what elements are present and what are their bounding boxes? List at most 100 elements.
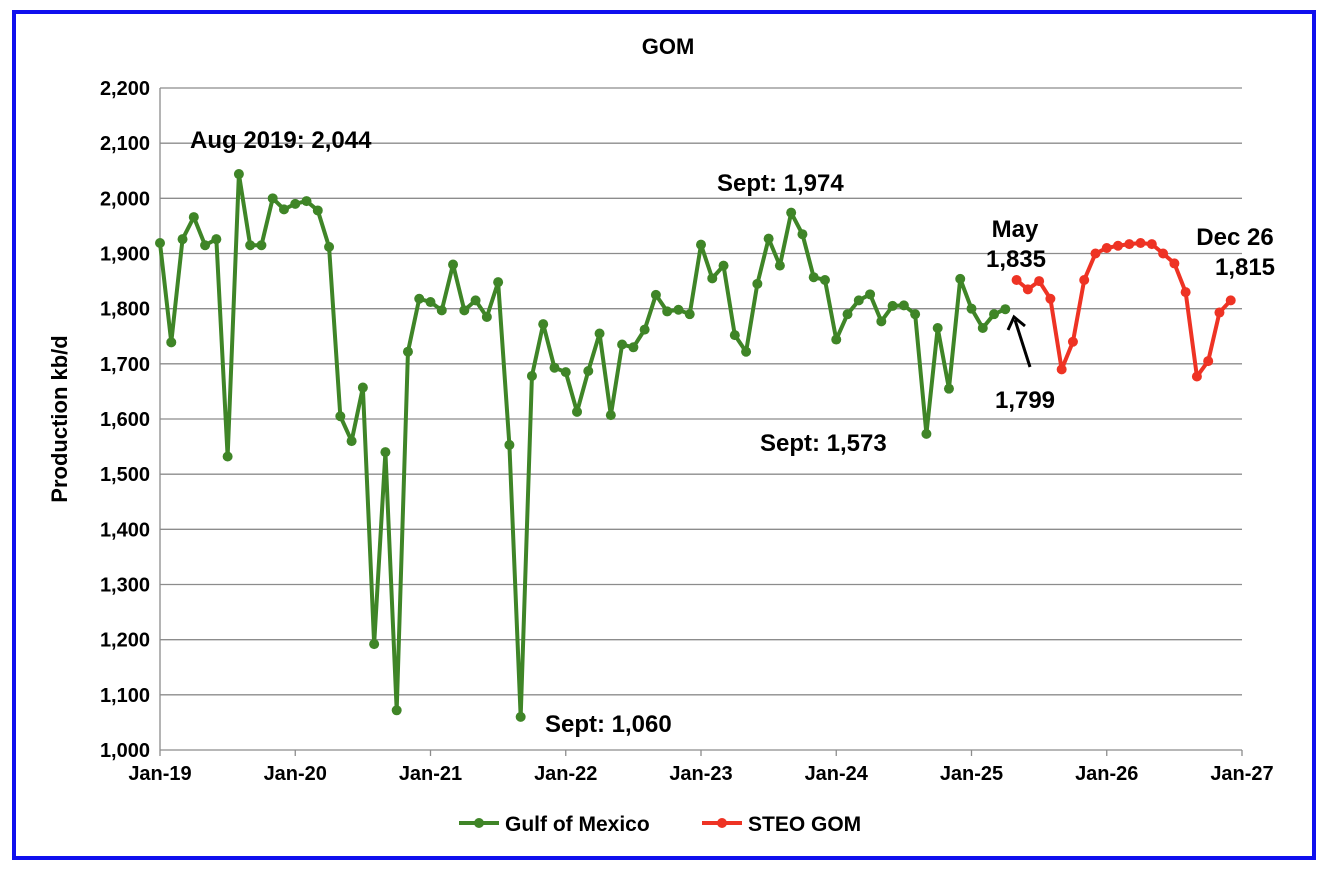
annotation-1835: 1,835	[986, 246, 1046, 273]
data-point-gulf-of-mexico	[278, 204, 289, 215]
data-point-gulf-of-mexico	[932, 322, 943, 333]
arrow-1799	[1006, 314, 1032, 368]
legend-gulf-of-mexico: Gulf of Mexico	[505, 813, 650, 836]
data-point-gulf-of-mexico	[526, 370, 537, 381]
data-point-gulf-of-mexico	[910, 309, 921, 320]
data-point-steo-gom	[1135, 238, 1146, 249]
data-point-gulf-of-mexico	[425, 297, 436, 308]
chart-border	[12, 10, 1316, 860]
annotation-sept-1573: Sept: 1,573	[760, 430, 887, 457]
data-point-gulf-of-mexico	[650, 289, 661, 300]
y-tick-label: 1,500	[100, 464, 150, 486]
annotation-dec-26: Dec 26	[1196, 224, 1273, 251]
y-tick-label: 2,000	[100, 188, 150, 210]
annotation-aug-2019: Aug 2019: 2,044	[190, 127, 372, 154]
data-point-gulf-of-mexico	[324, 241, 335, 252]
data-point-gulf-of-mexico	[335, 411, 346, 422]
annotation-sept-1974: Sept: 1,974	[717, 170, 844, 197]
data-point-steo-gom	[1079, 274, 1090, 285]
data-point-gulf-of-mexico	[481, 311, 492, 322]
data-point-gulf-of-mexico	[448, 259, 459, 270]
x-tick-label: Jan-26	[1075, 763, 1138, 785]
data-point-gulf-of-mexico	[955, 273, 966, 284]
data-point-steo-gom	[1090, 248, 1101, 259]
y-tick-label: 1,800	[100, 299, 150, 321]
data-point-gulf-of-mexico	[639, 324, 650, 335]
y-tick-label: 1,900	[100, 244, 150, 266]
data-point-gulf-of-mexico	[549, 362, 560, 373]
x-tick-label: Jan-22	[534, 763, 597, 785]
data-point-gulf-of-mexico	[989, 309, 1000, 320]
data-point-gulf-of-mexico	[391, 705, 402, 716]
data-point-gulf-of-mexico	[662, 306, 673, 317]
data-point-gulf-of-mexico	[357, 382, 368, 393]
data-point-gulf-of-mexico	[267, 193, 278, 204]
y-tick-label: 1,300	[100, 575, 150, 597]
data-point-steo-gom	[1034, 276, 1045, 287]
data-point-gulf-of-mexico	[436, 305, 447, 316]
y-tick-label: 2,100	[100, 133, 150, 155]
y-tick-label: 1,600	[100, 409, 150, 431]
data-point-gulf-of-mexico	[819, 274, 830, 285]
data-point-gulf-of-mexico	[943, 383, 954, 394]
data-point-gulf-of-mexico	[628, 342, 639, 353]
data-point-steo-gom	[1191, 371, 1202, 382]
data-point-gulf-of-mexico	[155, 238, 165, 249]
data-point-gulf-of-mexico	[1000, 304, 1011, 315]
data-point-gulf-of-mexico	[865, 289, 876, 300]
data-point-gulf-of-mexico	[245, 240, 256, 251]
data-point-gulf-of-mexico	[921, 428, 932, 439]
x-tick-label: Jan-25	[940, 763, 1003, 785]
annotation-1815: 1,815	[1215, 254, 1275, 281]
data-point-gulf-of-mexico	[200, 240, 211, 251]
data-point-gulf-of-mexico	[718, 260, 729, 271]
annotation-sept-1060: Sept: 1,060	[545, 711, 672, 738]
data-point-gulf-of-mexico	[684, 309, 695, 320]
data-point-gulf-of-mexico	[312, 205, 323, 216]
data-point-steo-gom	[1225, 295, 1236, 306]
data-point-gulf-of-mexico	[966, 303, 977, 314]
x-tick-label: Jan-19	[128, 763, 191, 785]
data-point-gulf-of-mexico	[741, 346, 752, 357]
data-point-gulf-of-mexico	[301, 196, 312, 207]
y-tick-label: 1,000	[100, 740, 150, 762]
data-point-gulf-of-mexico	[977, 322, 988, 333]
data-point-steo-gom	[1214, 307, 1225, 318]
data-point-gulf-of-mexico	[752, 278, 763, 289]
x-tick-label: Jan-24	[805, 763, 869, 785]
data-point-gulf-of-mexico	[211, 234, 222, 245]
y-tick-label: 2,200	[100, 78, 150, 100]
data-point-gulf-of-mexico	[696, 239, 706, 250]
x-tick-label: Jan-20	[264, 763, 327, 785]
annotation-may: May	[992, 216, 1039, 243]
x-tick-label: Jan-27	[1210, 763, 1273, 785]
data-point-steo-gom	[1113, 240, 1124, 251]
data-point-gulf-of-mexico	[786, 207, 797, 218]
data-point-gulf-of-mexico	[831, 334, 842, 345]
data-point-steo-gom	[1169, 258, 1180, 269]
y-tick-label: 1,400	[100, 519, 150, 541]
data-point-gulf-of-mexico	[594, 328, 605, 339]
data-point-gulf-of-mexico	[898, 300, 909, 311]
data-point-gulf-of-mexico	[493, 277, 504, 288]
y-tick-label: 1,200	[100, 630, 150, 652]
data-point-gulf-of-mexico	[515, 711, 526, 722]
data-point-gulf-of-mexico	[459, 305, 470, 316]
data-point-steo-gom	[1011, 274, 1022, 285]
data-point-steo-gom	[1056, 364, 1067, 375]
data-point-steo-gom	[1158, 248, 1169, 259]
y-tick-label: 1,700	[100, 354, 150, 376]
data-point-steo-gom	[1067, 336, 1078, 347]
data-point-gulf-of-mexico	[346, 436, 357, 447]
data-point-steo-gom	[1022, 284, 1033, 295]
data-point-gulf-of-mexico	[222, 451, 233, 462]
data-point-steo-gom	[1101, 242, 1112, 253]
data-point-gulf-of-mexico	[876, 316, 887, 327]
x-tick-label: Jan-23	[669, 763, 732, 785]
data-point-gulf-of-mexico	[808, 272, 819, 283]
data-point-gulf-of-mexico	[290, 198, 301, 209]
data-point-gulf-of-mexico	[188, 212, 199, 223]
data-point-gulf-of-mexico	[729, 330, 740, 341]
series-line-steo-gom	[1015, 241, 1233, 379]
